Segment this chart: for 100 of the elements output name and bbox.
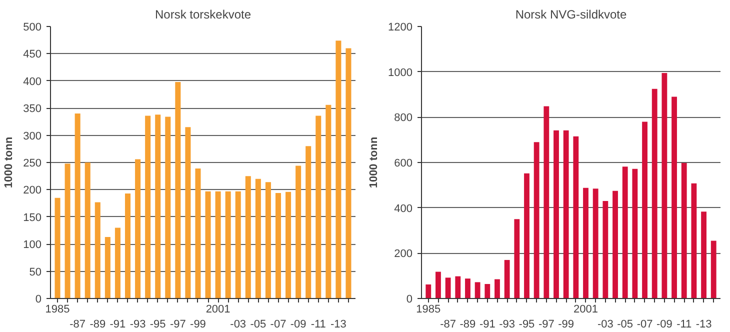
- bar: [296, 166, 302, 298]
- y-tick-label: 1000: [388, 66, 413, 79]
- bar: [622, 166, 628, 298]
- y-tick-label: 1200: [388, 22, 413, 34]
- bar: [64, 164, 70, 298]
- x-tick-label: -89: [460, 318, 476, 330]
- bar: [691, 183, 697, 298]
- bar: [436, 272, 441, 298]
- bar: [426, 284, 432, 298]
- bar: [245, 176, 251, 298]
- x-tick-label: -07: [270, 318, 286, 330]
- bar: [573, 136, 579, 298]
- bar: [544, 106, 550, 298]
- bar: [632, 168, 638, 298]
- bar: [474, 282, 480, 298]
- y-tick-label: 500: [23, 22, 42, 34]
- bar: [662, 72, 668, 298]
- bar: [94, 202, 100, 298]
- x-tick-label: -87: [70, 318, 86, 330]
- bar: [612, 190, 618, 298]
- y-tick-label: 350: [23, 103, 42, 116]
- bar: [346, 48, 352, 298]
- bar: [504, 260, 510, 298]
- bar: [710, 240, 716, 298]
- bar: [524, 173, 530, 298]
- x-tick-label: 2001: [574, 304, 598, 316]
- bar: [602, 201, 608, 298]
- x-tick-label: -07: [636, 318, 653, 330]
- chart-title: Norsk torskekvote: [154, 8, 252, 22]
- x-tick-label: 1985: [416, 304, 441, 316]
- bar: [465, 278, 470, 298]
- y-tick-label: 450: [23, 48, 42, 61]
- x-tick-label: -91: [479, 318, 496, 330]
- bar: [265, 182, 271, 298]
- bar: [701, 212, 706, 298]
- bar: [583, 188, 588, 298]
- x-tick-label: -13: [696, 318, 712, 330]
- y-tick-label: 200: [23, 184, 42, 197]
- y-tick-label: 300: [23, 130, 42, 142]
- y-tick-label: 0: [35, 294, 42, 306]
- bar: [316, 116, 322, 298]
- x-tick-label: -93: [499, 318, 516, 330]
- x-tick-label: -97: [538, 318, 554, 330]
- bar: [165, 116, 171, 298]
- bar: [326, 104, 332, 298]
- bar: [155, 114, 161, 298]
- bar: [145, 116, 151, 298]
- bar: [514, 219, 520, 298]
- bar: [54, 198, 60, 298]
- x-tick-label: -91: [110, 318, 126, 330]
- x-tick-label: -95: [518, 318, 535, 330]
- bar: [672, 96, 677, 298]
- x-tick-label: -93: [130, 318, 146, 330]
- y-tick-label: 800: [394, 112, 413, 124]
- y-tick-label: 0: [406, 294, 413, 306]
- y-axis-title: 1000 tonn: [368, 136, 380, 188]
- bar: [195, 168, 201, 298]
- x-tick-label: 2001: [206, 304, 230, 316]
- bar: [124, 194, 131, 298]
- bar: [652, 88, 658, 298]
- x-tick-label: -11: [310, 318, 326, 330]
- bar: [554, 130, 559, 298]
- x-tick-label: -05: [617, 318, 634, 330]
- bar: [235, 191, 241, 298]
- y-tick-label: 400: [23, 76, 42, 88]
- bar: [275, 192, 282, 298]
- bar: [306, 146, 312, 298]
- y-tick-label: 600: [394, 158, 413, 170]
- bar: [484, 284, 490, 298]
- x-tick-label: -95: [150, 318, 166, 330]
- bar: [74, 114, 80, 298]
- bar: [592, 188, 598, 298]
- bar: [104, 237, 110, 298]
- x-tick-label: -89: [90, 318, 106, 330]
- y-tick-label: 200: [394, 248, 413, 260]
- bar: [681, 162, 687, 298]
- y-tick-label: 250: [23, 158, 42, 170]
- x-tick-label: -09: [290, 318, 306, 330]
- bar: [445, 278, 451, 298]
- bar: [534, 142, 540, 298]
- x-tick-label: -03: [597, 318, 614, 330]
- bar: [286, 192, 292, 298]
- y-tick-label: 150: [23, 212, 42, 224]
- bar: [455, 276, 461, 298]
- bar: [563, 130, 569, 298]
- y-axis-title: 1000 tonn: [3, 136, 16, 188]
- x-tick-label: -13: [330, 318, 346, 330]
- bar: [205, 191, 211, 298]
- x-tick-label: -09: [656, 318, 672, 330]
- chart-title: Norsk NVG-sildkvote: [515, 8, 628, 22]
- bar: [494, 279, 500, 298]
- x-tick-label: -97: [170, 318, 186, 330]
- bar: [84, 162, 90, 298]
- bar: [255, 178, 261, 298]
- bar: [185, 127, 191, 298]
- x-tick-label: -11: [676, 318, 692, 330]
- y-tick-label: 400: [394, 202, 413, 215]
- bar: [215, 191, 221, 298]
- x-tick-label: -03: [230, 318, 246, 330]
- x-tick-label: -99: [190, 318, 206, 330]
